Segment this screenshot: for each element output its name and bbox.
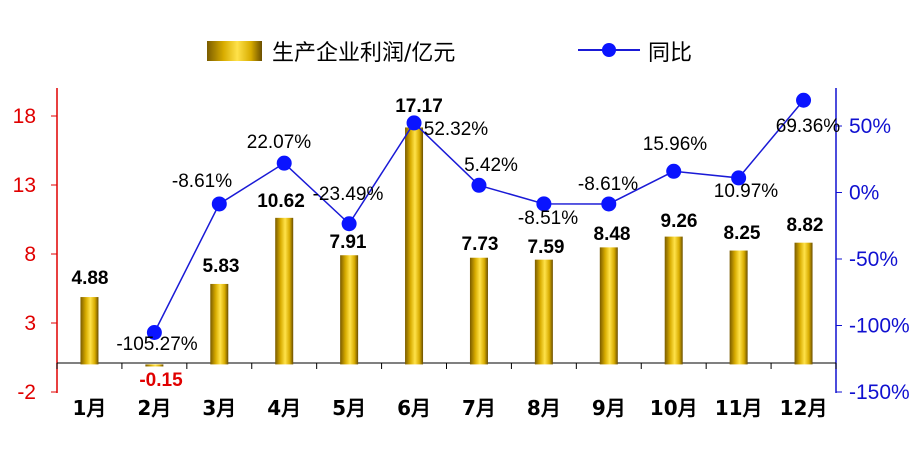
x-tick-label: 5月 xyxy=(332,396,366,420)
legend-bar-swatch xyxy=(207,41,262,61)
right-tick-label: -150% xyxy=(849,381,910,404)
bar-12月 xyxy=(794,242,813,365)
legend-line-marker xyxy=(602,43,616,57)
x-tick-label: 11月 xyxy=(715,396,763,420)
yoy-value-label: -23.49% xyxy=(313,184,384,205)
bar-7月 xyxy=(469,257,488,365)
x-axis-category-ticks xyxy=(56,363,837,369)
yoy-value-label: -8.51% xyxy=(518,208,578,229)
left-tick-label: 8 xyxy=(24,243,36,266)
x-tick-label: 3月 xyxy=(202,396,236,420)
bar-data-labels: 4.88 -0.15 5.83 10.62 7.91 17.17 7.73 7.59 8.48 9… xyxy=(72,96,824,391)
yoy-point-8月 xyxy=(536,196,552,212)
bar-6月 xyxy=(405,127,424,365)
bar-value-label: 8.48 xyxy=(594,224,631,245)
left-tick-label: -2 xyxy=(17,381,36,404)
right-tick-label: -100% xyxy=(849,315,910,338)
bar-11月 xyxy=(729,250,748,365)
bar-3月 xyxy=(210,283,229,365)
legend-line-label: 同比 xyxy=(648,41,692,66)
yoy-point-3月 xyxy=(211,196,227,212)
left-axis-ticks: 18 13 8 3 -2 xyxy=(13,105,57,404)
yoy-point-2月 xyxy=(146,325,162,341)
x-tick-label: 12月 xyxy=(780,396,828,420)
line-data-labels: -105.27% -8.61% 22.07% -23.49% 52.32% 5.42% -8… xyxy=(116,116,840,355)
x-tick-label: 10月 xyxy=(650,396,698,420)
x-tick-label: 2月 xyxy=(137,396,171,420)
yoy-value-label: 22.07% xyxy=(247,132,312,153)
yoy-value-label: 10.97% xyxy=(714,181,779,202)
bar-9月 xyxy=(599,247,618,365)
bar-value-label: 7.73 xyxy=(462,234,499,255)
x-tick-label: 9月 xyxy=(592,396,626,420)
left-tick-label: 13 xyxy=(13,174,36,197)
x-tick-label: 4月 xyxy=(267,396,301,420)
yoy-point-7月 xyxy=(471,177,487,193)
bar-5月 xyxy=(340,255,359,365)
yoy-point-11月 xyxy=(731,170,747,186)
yoy-point-9月 xyxy=(601,196,617,212)
left-tick-label: 3 xyxy=(24,312,36,335)
right-tick-label: 0% xyxy=(849,182,879,205)
bar-series xyxy=(80,127,813,367)
line-series xyxy=(146,92,812,341)
left-tick-label: 18 xyxy=(13,105,36,128)
right-axis-ticks: 50% 0% -50% -100% -150% xyxy=(836,115,910,404)
bar-value-label: 7.59 xyxy=(528,237,565,258)
bar-value-label: 9.26 xyxy=(661,211,698,232)
x-axis-labels: 1月 2月 3月 4月 5月 6月 7月 8月 9月 10月 11月 12月 xyxy=(72,396,827,420)
bar-value-label: 4.88 xyxy=(72,268,109,289)
bar-4月 xyxy=(275,217,294,365)
yoy-point-12月 xyxy=(796,92,812,108)
legend-bar-label: 生产企业利润/亿元 xyxy=(272,41,455,66)
legend: 生产企业利润/亿元 同比 xyxy=(207,41,692,66)
yoy-value-label: -8.61% xyxy=(172,171,232,192)
yoy-point-4月 xyxy=(276,155,292,171)
yoy-value-label: -105.27% xyxy=(116,334,197,355)
yoy-value-label: 5.42% xyxy=(464,155,518,176)
bar-1月 xyxy=(80,297,99,365)
bar-value-label: -0.15 xyxy=(139,370,183,391)
bar-value-label: 10.62 xyxy=(257,191,305,212)
bar-value-label: 8.82 xyxy=(787,215,824,236)
x-tick-label: 8月 xyxy=(527,396,561,420)
bar-10月 xyxy=(664,236,683,365)
right-tick-label: 50% xyxy=(849,115,891,138)
x-tick-label: 1月 xyxy=(72,396,106,420)
bar-value-label: 5.83 xyxy=(203,256,240,277)
right-tick-label: -50% xyxy=(849,248,898,271)
yoy-value-label: 52.32% xyxy=(424,119,489,140)
x-tick-label: 6月 xyxy=(397,396,431,420)
bar-value-label: 8.25 xyxy=(724,223,761,244)
yoy-value-label: 15.96% xyxy=(643,134,708,155)
yoy-value-label: 69.36% xyxy=(776,116,841,137)
bar-value-label: 7.91 xyxy=(330,232,367,253)
yoy-point-5月 xyxy=(341,216,357,232)
bar-value-label: 17.17 xyxy=(395,96,443,117)
x-tick-label: 7月 xyxy=(462,396,496,420)
yoy-value-label: -8.61% xyxy=(578,174,638,195)
bar-8月 xyxy=(534,259,553,365)
yoy-point-6月 xyxy=(406,115,422,131)
yoy-point-10月 xyxy=(666,163,682,179)
bar-2月 xyxy=(145,364,164,367)
